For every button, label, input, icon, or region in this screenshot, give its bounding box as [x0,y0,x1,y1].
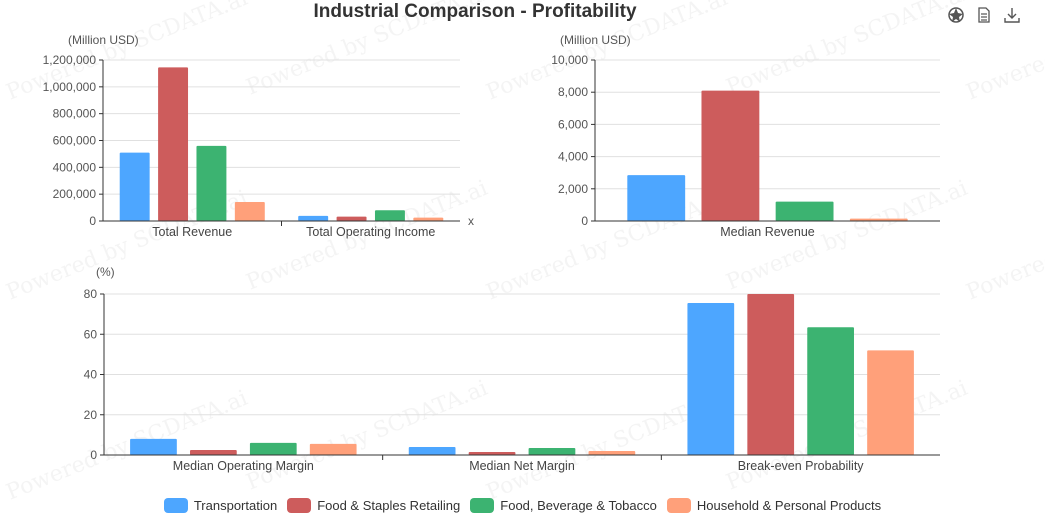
bar [867,350,914,455]
y-tick-label: 0 [581,214,588,228]
legend-item-food-beverage-tobacco[interactable]: Food, Beverage & Tobacco [470,498,657,513]
y-tick-label: 4,000 [558,150,588,164]
bar [374,210,405,221]
legend-label: Transportation [193,498,278,513]
legend-swatch [666,498,691,513]
legend: Transportation Food & Staples Retailing … [0,498,1045,513]
y-tick-label: 2,000 [558,182,588,196]
y-axis-unit: (%) [96,265,115,279]
bar [775,201,834,221]
bar [249,442,297,455]
chart-2: (Million USD) 0 2,000 4,000 6,000 8,000 10,000… [551,33,940,239]
y-tick-label: 60 [84,327,98,341]
y-tick-label: 8,000 [558,85,588,99]
y-tick-label: 1,000,000 [43,80,97,94]
x-category-label: Total Revenue [152,225,232,239]
y-axis-unit: (Million USD) [560,33,631,47]
legend-item-transportation[interactable]: Transportation [163,498,278,513]
bar [196,145,227,221]
bar [528,447,576,455]
y-axis-unit: (Million USD) [68,33,139,47]
chart-1: (Million USD) 0 200,000 400,000 600,000 800,0… [43,33,474,239]
bar [849,218,908,221]
bar [627,175,686,221]
y-tick-label: 0 [90,448,97,462]
x-category-label: Break-even Probability [738,459,865,473]
bar [336,216,367,221]
y-tick-label: 800,000 [53,107,97,121]
legend-label: Household & Personal Products [696,498,882,513]
y-tick-label: 6,000 [558,117,588,131]
bar [588,450,636,455]
bar [468,451,516,455]
legend-swatch [470,498,495,513]
bar [309,443,357,455]
bar [158,67,189,221]
bar [747,294,795,455]
y-tick-label: 400,000 [53,160,97,174]
x-category-label: Total Operating Income [306,225,435,239]
legend-item-household-personal-products[interactable]: Household & Personal Products [666,498,882,513]
x-category-label: Median Revenue [720,225,815,239]
bar [408,446,456,455]
toolbox [947,6,1021,24]
y-tick-label: 20 [84,408,98,422]
bar [130,438,177,455]
bar [687,303,735,455]
legend-swatch [287,498,312,513]
bar [298,215,329,221]
y-tick-label: 80 [84,287,98,301]
y-tick-label: 0 [89,214,96,228]
y-tick-label: 10,000 [551,53,588,67]
x-axis-name: x [468,214,474,228]
chart-type-icon[interactable] [947,6,965,24]
legend-item-food-staples-retailing[interactable]: Food & Staples Retailing [287,498,460,513]
chart-3: (%) 0 20 40 60 80 Median Operating Margin Media… [84,265,940,473]
data-view-icon[interactable] [975,6,993,24]
bar [119,152,150,221]
y-tick-label: 600,000 [53,134,97,148]
bar [701,90,760,221]
legend-swatch [163,498,188,513]
bar [234,201,265,221]
y-tick-label: 40 [84,368,98,382]
legend-label: Food, Beverage & Tobacco [500,498,657,513]
download-icon[interactable] [1003,6,1021,24]
bar [190,449,237,455]
y-tick-label: 200,000 [53,187,97,201]
bar [807,327,854,455]
x-category-label: Median Net Margin [469,459,575,473]
x-category-label: Median Operating Margin [173,459,314,473]
chart-title: Industrial Comparison - Profitability [313,1,637,22]
bar [413,217,444,221]
y-tick-label: 1,200,000 [43,53,97,67]
legend-label: Food & Staples Retailing [317,498,461,513]
